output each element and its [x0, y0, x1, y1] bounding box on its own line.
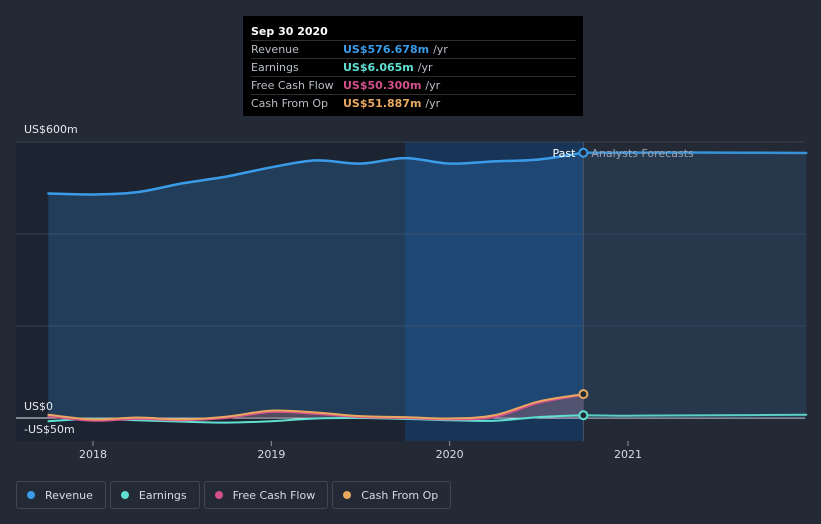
- legend: Revenue Earnings Free Cash Flow Cash Fro…: [16, 481, 452, 509]
- legend-dot-icon: [120, 491, 129, 499]
- tooltip-row-revenue: Revenue US$576.678m /yr: [251, 40, 576, 58]
- tooltip-value: US$576.678m: [343, 43, 430, 56]
- y-axis-label: -US$50m: [24, 423, 75, 436]
- x-axis-label: 2019: [257, 448, 285, 461]
- legend-label: Revenue: [45, 488, 93, 502]
- revenue-forecast-line: [582, 151, 808, 155]
- forecast-label: Analysts Forecasts: [591, 147, 694, 160]
- tooltip-label: Earnings: [251, 61, 299, 74]
- revenue-line: [47, 151, 585, 196]
- free-cash-flow-line: [47, 393, 585, 422]
- tooltip-unit: /yr: [425, 97, 441, 110]
- legend-label: Free Cash Flow: [232, 488, 316, 502]
- highlight-region: [405, 142, 584, 441]
- legend-item-cash-from-op[interactable]: Cash From Op: [332, 481, 452, 509]
- tooltip-date: Sep 30 2020: [251, 25, 328, 38]
- tooltip-label: Cash From Op: [251, 97, 329, 110]
- x-axis-label: 2021: [614, 448, 642, 461]
- earnings-forecast-line: [582, 413, 808, 417]
- legend-label: Cash From Op: [361, 488, 439, 502]
- earnings-marker: [578, 410, 589, 421]
- tooltip-value: US$51.887m: [343, 97, 422, 110]
- past-label: Past: [552, 147, 576, 160]
- cash-from-op-marker: [578, 389, 589, 400]
- legend-dot-icon: [214, 491, 223, 499]
- tooltip-row-earnings: Earnings US$6.065m /yr: [251, 58, 576, 76]
- earnings-line: [47, 414, 585, 424]
- legend-item-earnings[interactable]: Earnings: [109, 481, 200, 509]
- tooltip-value: US$50.300m: [343, 79, 422, 92]
- legend-label: Earnings: [138, 488, 187, 502]
- tooltip-value: US$6.065m: [343, 61, 414, 74]
- tooltip-label: Free Cash Flow: [251, 79, 334, 92]
- cash-from-op-line: [47, 393, 585, 421]
- tooltip-label: Revenue: [251, 43, 299, 56]
- revenue-forecast-area: [583, 152, 807, 419]
- legend-dot-icon: [27, 491, 35, 499]
- tooltip: Sep 30 2020 Revenue US$576.678m /yr Earn…: [243, 16, 583, 116]
- tooltip-unit: /yr: [425, 79, 441, 92]
- revenue-marker: [578, 147, 589, 158]
- tooltip-row-cash-from-op: Cash From Op US$51.887m /yr: [251, 94, 576, 112]
- y-axis-label: US$0: [24, 400, 53, 413]
- y-axis-label: US$600m: [24, 123, 78, 136]
- legend-item-revenue[interactable]: Revenue: [16, 481, 106, 509]
- x-axis-label: 2018: [79, 448, 107, 461]
- tooltip-unit: /yr: [433, 43, 448, 56]
- x-axis-label: 2020: [436, 448, 464, 461]
- tooltip-unit: /yr: [417, 61, 433, 74]
- forecast-region: [583, 142, 805, 441]
- revenue-area: [48, 152, 584, 418]
- legend-item-free-cash-flow[interactable]: Free Cash Flow: [203, 481, 329, 509]
- tooltip-row-free-cash-flow: Free Cash Flow US$50.300m /yr: [251, 76, 576, 94]
- legend-dot-icon: [343, 491, 352, 499]
